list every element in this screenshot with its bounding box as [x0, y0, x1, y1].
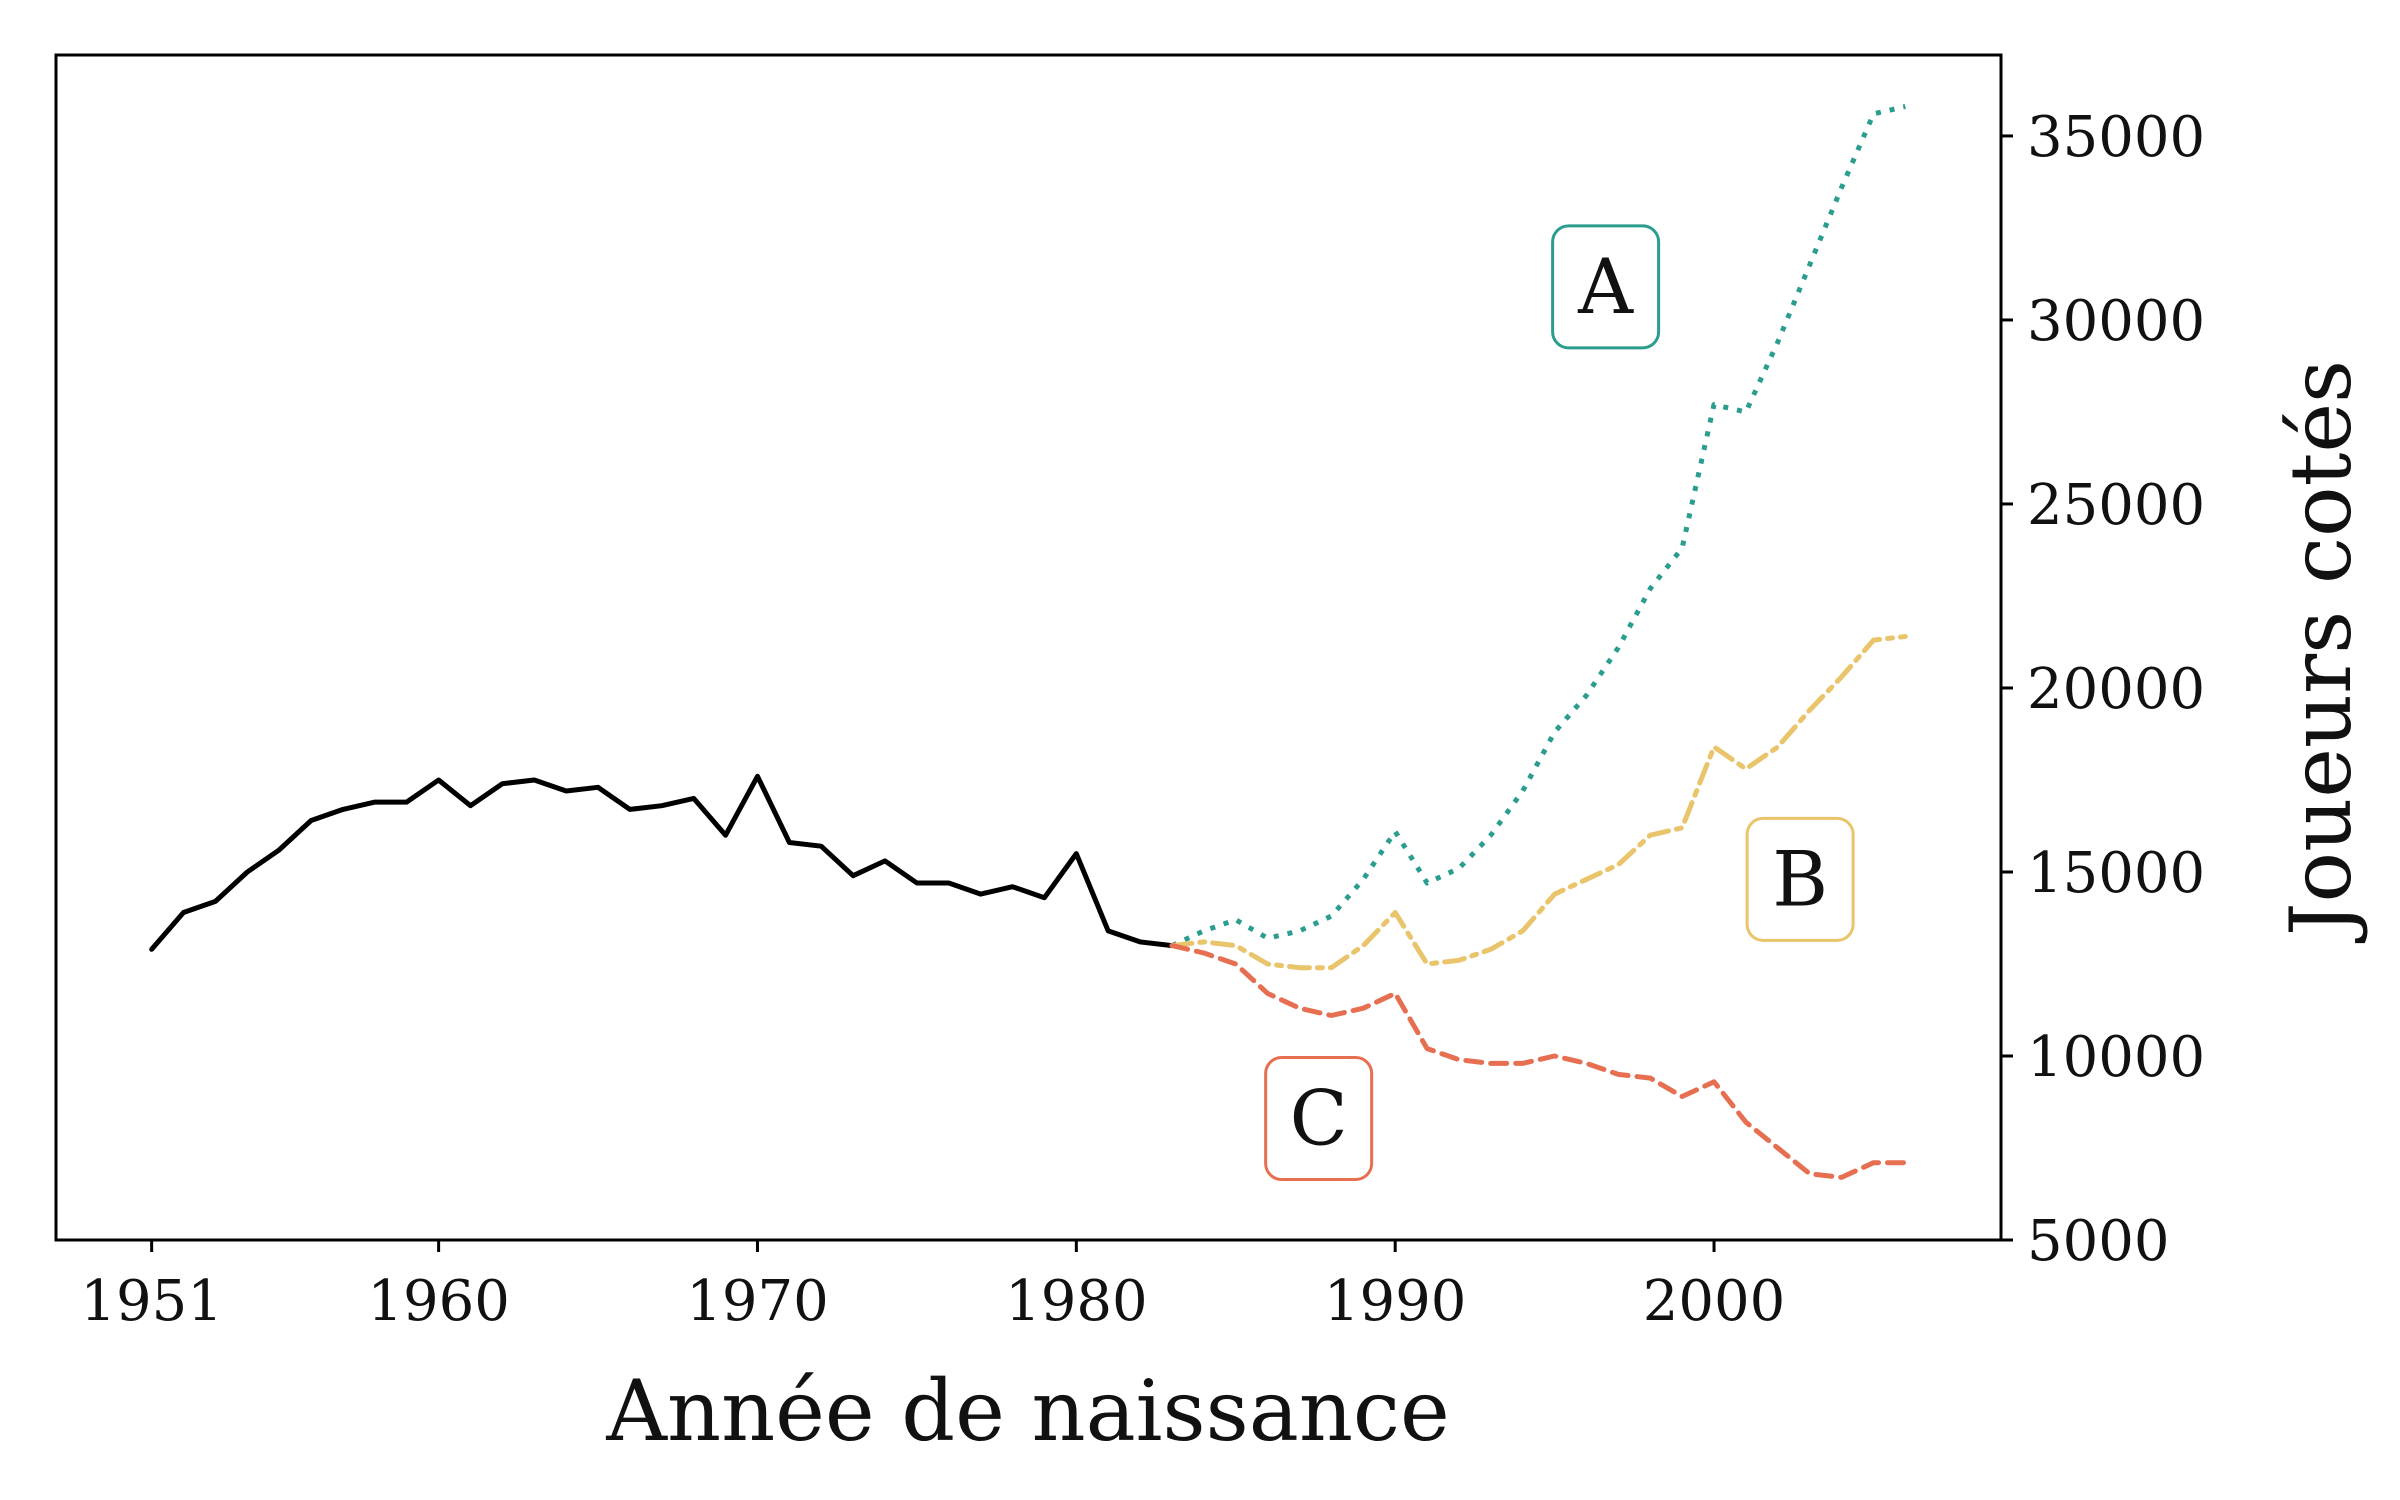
x-axis: 1951 1960 1970 1980 1990 2000	[80, 1240, 1785, 1334]
y-tick-label: 15000	[2027, 841, 2205, 906]
y-tick-label: 25000	[2027, 473, 2205, 538]
y-tick-label: 10000	[2027, 1025, 2205, 1090]
annotation-box-c	[1264, 1056, 1374, 1182]
annotation-label-a: A	[1577, 242, 1634, 331]
y-axis: 5000 10000 15000 20000 25000 30000 35000	[2001, 105, 2205, 1274]
x-tick-label: 1951	[80, 1269, 223, 1334]
annotation-label-b: B	[1772, 834, 1828, 923]
series-line-3	[1169, 634, 1908, 971]
y-tick-label: 30000	[2027, 289, 2205, 354]
series-line-2	[1170, 104, 1906, 948]
plot-frame	[54, 53, 2003, 1242]
x-axis-title: Année de naissance	[605, 1362, 1449, 1460]
annotation-box-a	[1551, 224, 1661, 350]
y-tick-label: 5000	[2027, 1209, 2170, 1274]
x-tick-label: 1980	[1005, 1269, 1148, 1334]
annotation-box-b	[1745, 816, 1855, 942]
annotation-label-c: C	[1290, 1074, 1348, 1163]
y-tick-label: 35000	[2027, 105, 2205, 170]
x-tick-label: 1970	[686, 1269, 829, 1334]
y-axis-title: Joueurs cotés	[2272, 360, 2370, 944]
x-tick-label: 1960	[367, 1269, 510, 1334]
series-line-1	[149, 773, 1175, 952]
series-line-4	[1169, 943, 1908, 1180]
x-tick-label: 1990	[1324, 1269, 1467, 1334]
y-tick-label: 20000	[2027, 657, 2205, 722]
x-tick-label: 2000	[1643, 1269, 1786, 1334]
plot-marks: A B C	[149, 104, 1908, 1182]
